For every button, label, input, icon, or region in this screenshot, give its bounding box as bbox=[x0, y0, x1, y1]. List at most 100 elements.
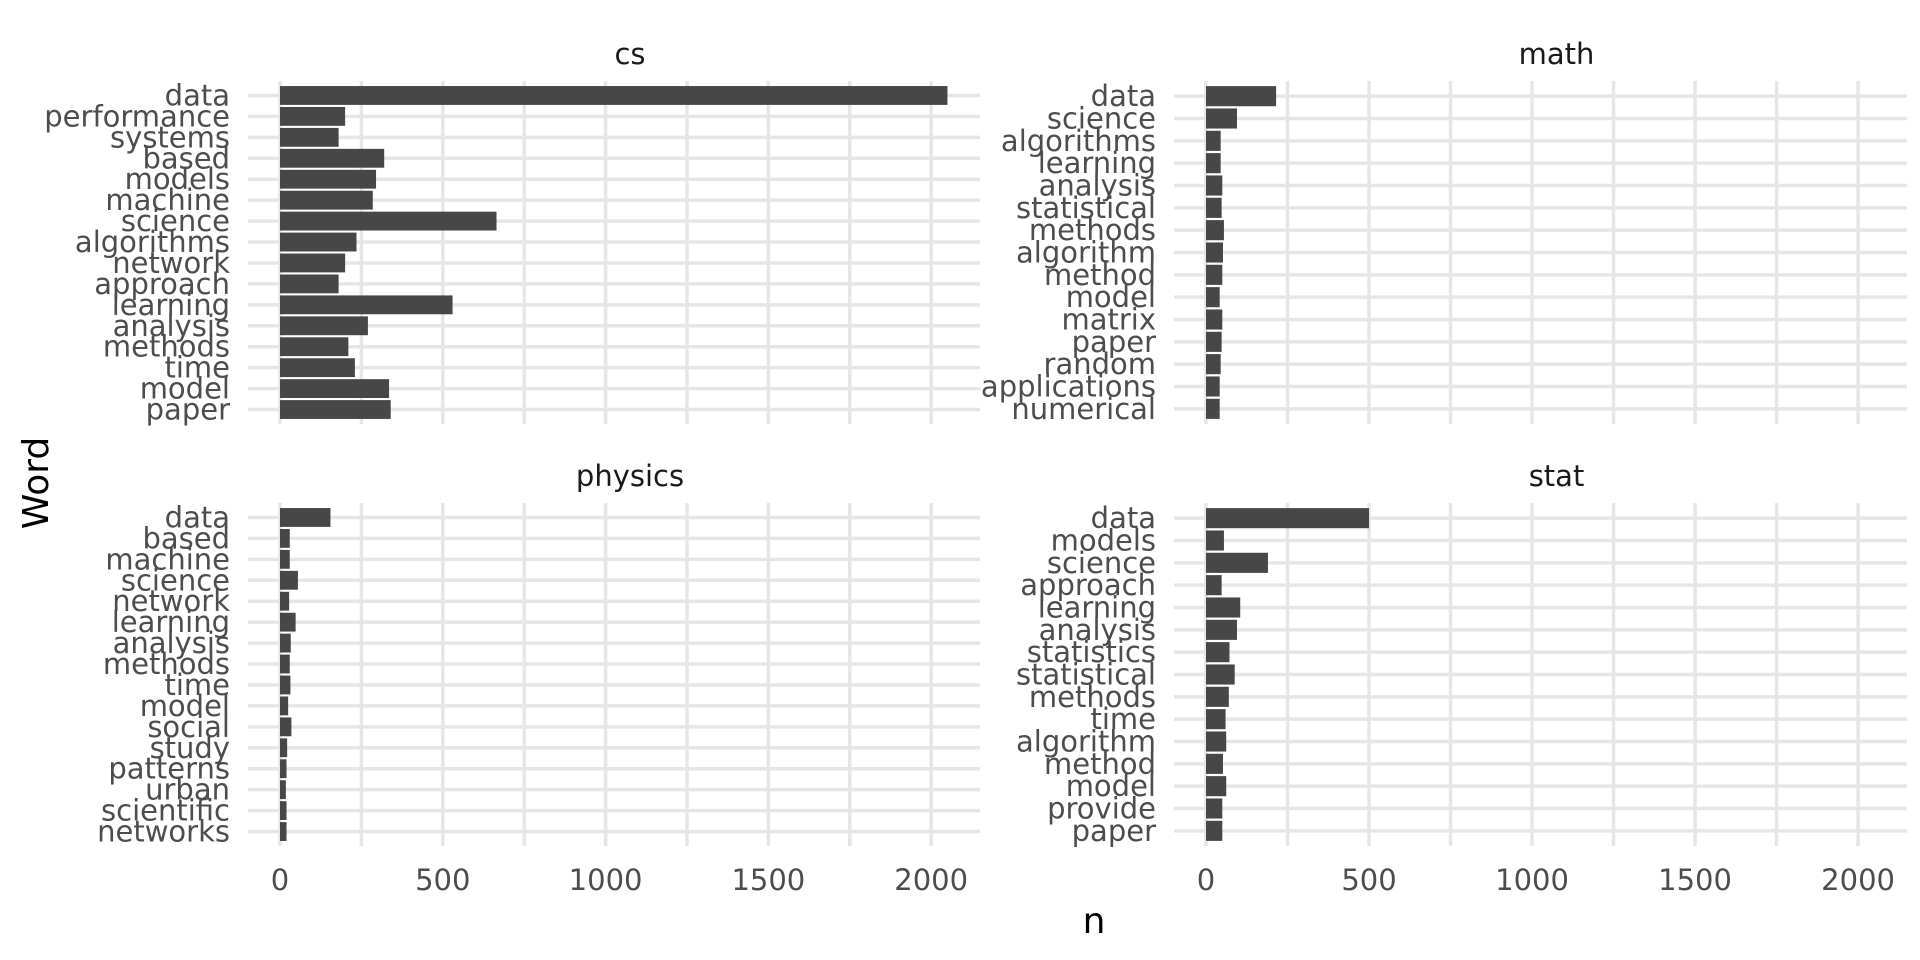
word-label: provide bbox=[1047, 792, 1156, 826]
bar-stat-method bbox=[1206, 753, 1223, 774]
bar-stat-approach bbox=[1206, 575, 1222, 596]
bar-stat-analysis bbox=[1206, 619, 1237, 640]
word-label: data bbox=[1091, 501, 1156, 535]
word-label: network bbox=[112, 246, 230, 280]
bar-cs-paper bbox=[280, 400, 391, 419]
word-label: approach bbox=[94, 267, 230, 301]
bar-physics-social bbox=[280, 717, 292, 737]
bar-cs-learning bbox=[280, 295, 453, 315]
word-label: learning bbox=[1038, 146, 1156, 180]
word-label: analysis bbox=[1039, 613, 1156, 647]
bar-math-science bbox=[1206, 108, 1237, 129]
bar-physics-based bbox=[280, 528, 290, 548]
bar-cs-data bbox=[280, 86, 948, 105]
x-tick-label: 1000 bbox=[569, 863, 643, 897]
word-label: method bbox=[1044, 747, 1156, 781]
word-label: learning bbox=[112, 605, 230, 639]
word-label: statistical bbox=[1016, 191, 1156, 225]
bar-physics-learning bbox=[280, 612, 296, 632]
bar-math-random bbox=[1206, 354, 1221, 375]
bar-math-learning bbox=[1206, 153, 1221, 174]
facet-title: cs bbox=[614, 37, 645, 71]
word-label: time bbox=[164, 351, 230, 385]
word-label: model bbox=[140, 689, 230, 723]
word-label: model bbox=[140, 372, 230, 406]
word-label: machine bbox=[105, 183, 230, 217]
bar-physics-study bbox=[280, 738, 288, 758]
word-label: time bbox=[164, 668, 230, 702]
bar-math-numerical bbox=[1206, 398, 1220, 419]
bar-stat-statistics bbox=[1206, 642, 1230, 663]
bar-cs-model bbox=[280, 379, 390, 399]
bar-math-method bbox=[1206, 264, 1223, 285]
bar-cs-analysis bbox=[280, 316, 368, 336]
bar-cs-performance bbox=[280, 106, 346, 126]
bar-physics-analysis bbox=[280, 633, 291, 653]
bar-math-algorithms bbox=[1206, 130, 1221, 151]
word-label: algorithms bbox=[1001, 124, 1156, 158]
bar-cs-network bbox=[280, 253, 346, 273]
word-label: matrix bbox=[1061, 303, 1156, 337]
y-axis-title: Word bbox=[16, 437, 57, 530]
word-label: social bbox=[147, 710, 230, 744]
word-label: paper bbox=[1072, 814, 1156, 848]
x-tick-label: 1500 bbox=[731, 863, 805, 897]
bar-math-model bbox=[1206, 287, 1220, 308]
x-tick-label: 500 bbox=[1341, 863, 1396, 897]
word-label: models bbox=[1051, 524, 1156, 558]
bar-math-paper bbox=[1206, 331, 1222, 352]
word-label: based bbox=[142, 521, 230, 555]
bar-physics-machine bbox=[280, 549, 290, 569]
word-label: statistical bbox=[1016, 658, 1156, 692]
bar-cs-science bbox=[280, 211, 497, 231]
word-label: algorithm bbox=[1016, 725, 1156, 759]
bar-physics-scientific bbox=[280, 801, 287, 821]
word-label: methods bbox=[1029, 680, 1156, 714]
bar-math-methods bbox=[1206, 220, 1224, 241]
bar-math-applications bbox=[1206, 376, 1220, 397]
bar-cs-models bbox=[280, 169, 377, 189]
word-label: based bbox=[142, 141, 230, 175]
bar-stat-provide bbox=[1206, 798, 1223, 819]
bar-cs-time bbox=[280, 358, 355, 378]
word-label: analysis bbox=[113, 309, 230, 343]
bar-stat-statistical bbox=[1206, 664, 1235, 685]
word-label: random bbox=[1044, 347, 1156, 381]
word-label: machine bbox=[105, 542, 230, 576]
bar-math-matrix bbox=[1206, 309, 1223, 330]
bar-cs-based bbox=[280, 148, 385, 168]
word-label: study bbox=[150, 731, 230, 765]
x-tick-label: 0 bbox=[271, 863, 289, 897]
bar-physics-science bbox=[280, 570, 298, 590]
word-label: method bbox=[1044, 258, 1156, 292]
bar-physics-model bbox=[280, 696, 289, 716]
facet-title: math bbox=[1519, 37, 1595, 71]
x-tick-label: 2000 bbox=[1821, 863, 1895, 897]
bar-math-statistical bbox=[1206, 197, 1222, 218]
facet-panel-math: datasciencealgorithmslearninganalysissta… bbox=[981, 37, 1907, 426]
word-label: analysis bbox=[1039, 169, 1156, 203]
bar-cs-approach bbox=[280, 274, 339, 294]
bar-stat-science bbox=[1206, 552, 1268, 573]
word-label: paper bbox=[1072, 325, 1156, 359]
x-tick-label: 1000 bbox=[1495, 863, 1569, 897]
facet-panel-physics: databasedmachinesciencenetworklearningan… bbox=[97, 459, 980, 897]
word-label: science bbox=[1047, 102, 1156, 136]
bar-stat-time bbox=[1206, 709, 1226, 730]
bar-math-data bbox=[1206, 86, 1277, 107]
word-label: science bbox=[1047, 546, 1156, 580]
bar-physics-methods bbox=[280, 654, 290, 674]
bar-stat-methods bbox=[1206, 686, 1229, 707]
word-label: applications bbox=[981, 370, 1156, 404]
word-label: data bbox=[165, 78, 230, 112]
word-label: learning bbox=[1038, 591, 1156, 625]
bar-physics-networks bbox=[280, 822, 287, 841]
word-label: network bbox=[112, 584, 230, 618]
word-label: statistics bbox=[1027, 635, 1156, 669]
bar-stat-learning bbox=[1206, 597, 1241, 618]
word-label: urban bbox=[145, 773, 230, 807]
x-tick-label: 2000 bbox=[894, 863, 968, 897]
word-label: performance bbox=[44, 99, 230, 133]
bar-math-algorithm bbox=[1206, 242, 1223, 263]
